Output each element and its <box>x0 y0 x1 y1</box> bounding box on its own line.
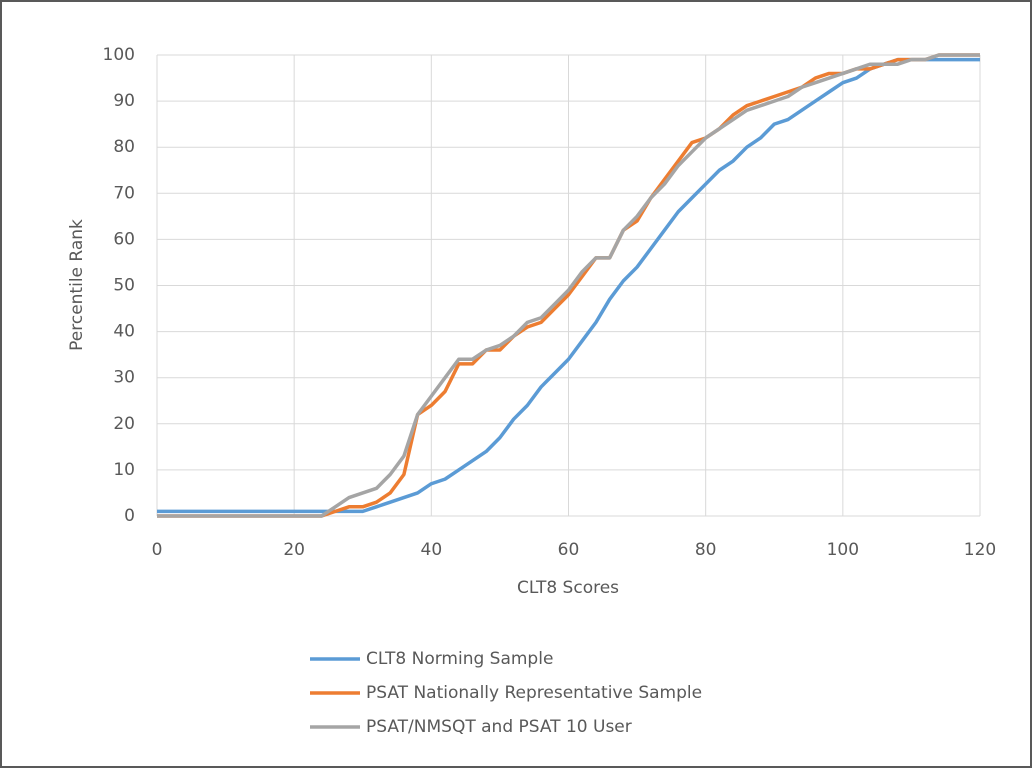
x-tick-label: 20 <box>283 540 305 560</box>
data-line <box>157 57 980 514</box>
legend-label: CLT8 Norming Sample <box>366 649 553 669</box>
y-tick-label: 10 <box>113 460 135 480</box>
x-tick-label: 0 <box>152 540 163 560</box>
x-tick-label: 40 <box>421 540 443 560</box>
x-tick-label: 120 <box>964 540 996 560</box>
y-tick-label: 30 <box>113 368 135 388</box>
x-tick-label: 80 <box>695 540 717 560</box>
legend-label: PSAT/NMSQT and PSAT 10 User <box>366 717 632 737</box>
y-tick-label: 0 <box>124 506 135 526</box>
y-tick-label: 80 <box>113 137 135 157</box>
y-tick-label: 70 <box>113 183 135 203</box>
y-tick-label: 60 <box>113 229 135 249</box>
legend-label: PSAT Nationally Representative Sample <box>366 683 702 703</box>
y-axis-title: Percentile Rank <box>67 219 87 351</box>
y-tick-label: 50 <box>113 276 135 296</box>
y-tick-label: 40 <box>113 322 135 342</box>
x-tick-label: 100 <box>827 540 859 560</box>
x-tick-label: 60 <box>558 540 580 560</box>
x-axis-title: CLT8 Scores <box>517 578 619 598</box>
y-tick-label: 100 <box>103 45 135 65</box>
y-tick-label: 90 <box>113 91 135 111</box>
y-tick-label: 20 <box>113 414 135 434</box>
data-line <box>157 53 980 518</box>
